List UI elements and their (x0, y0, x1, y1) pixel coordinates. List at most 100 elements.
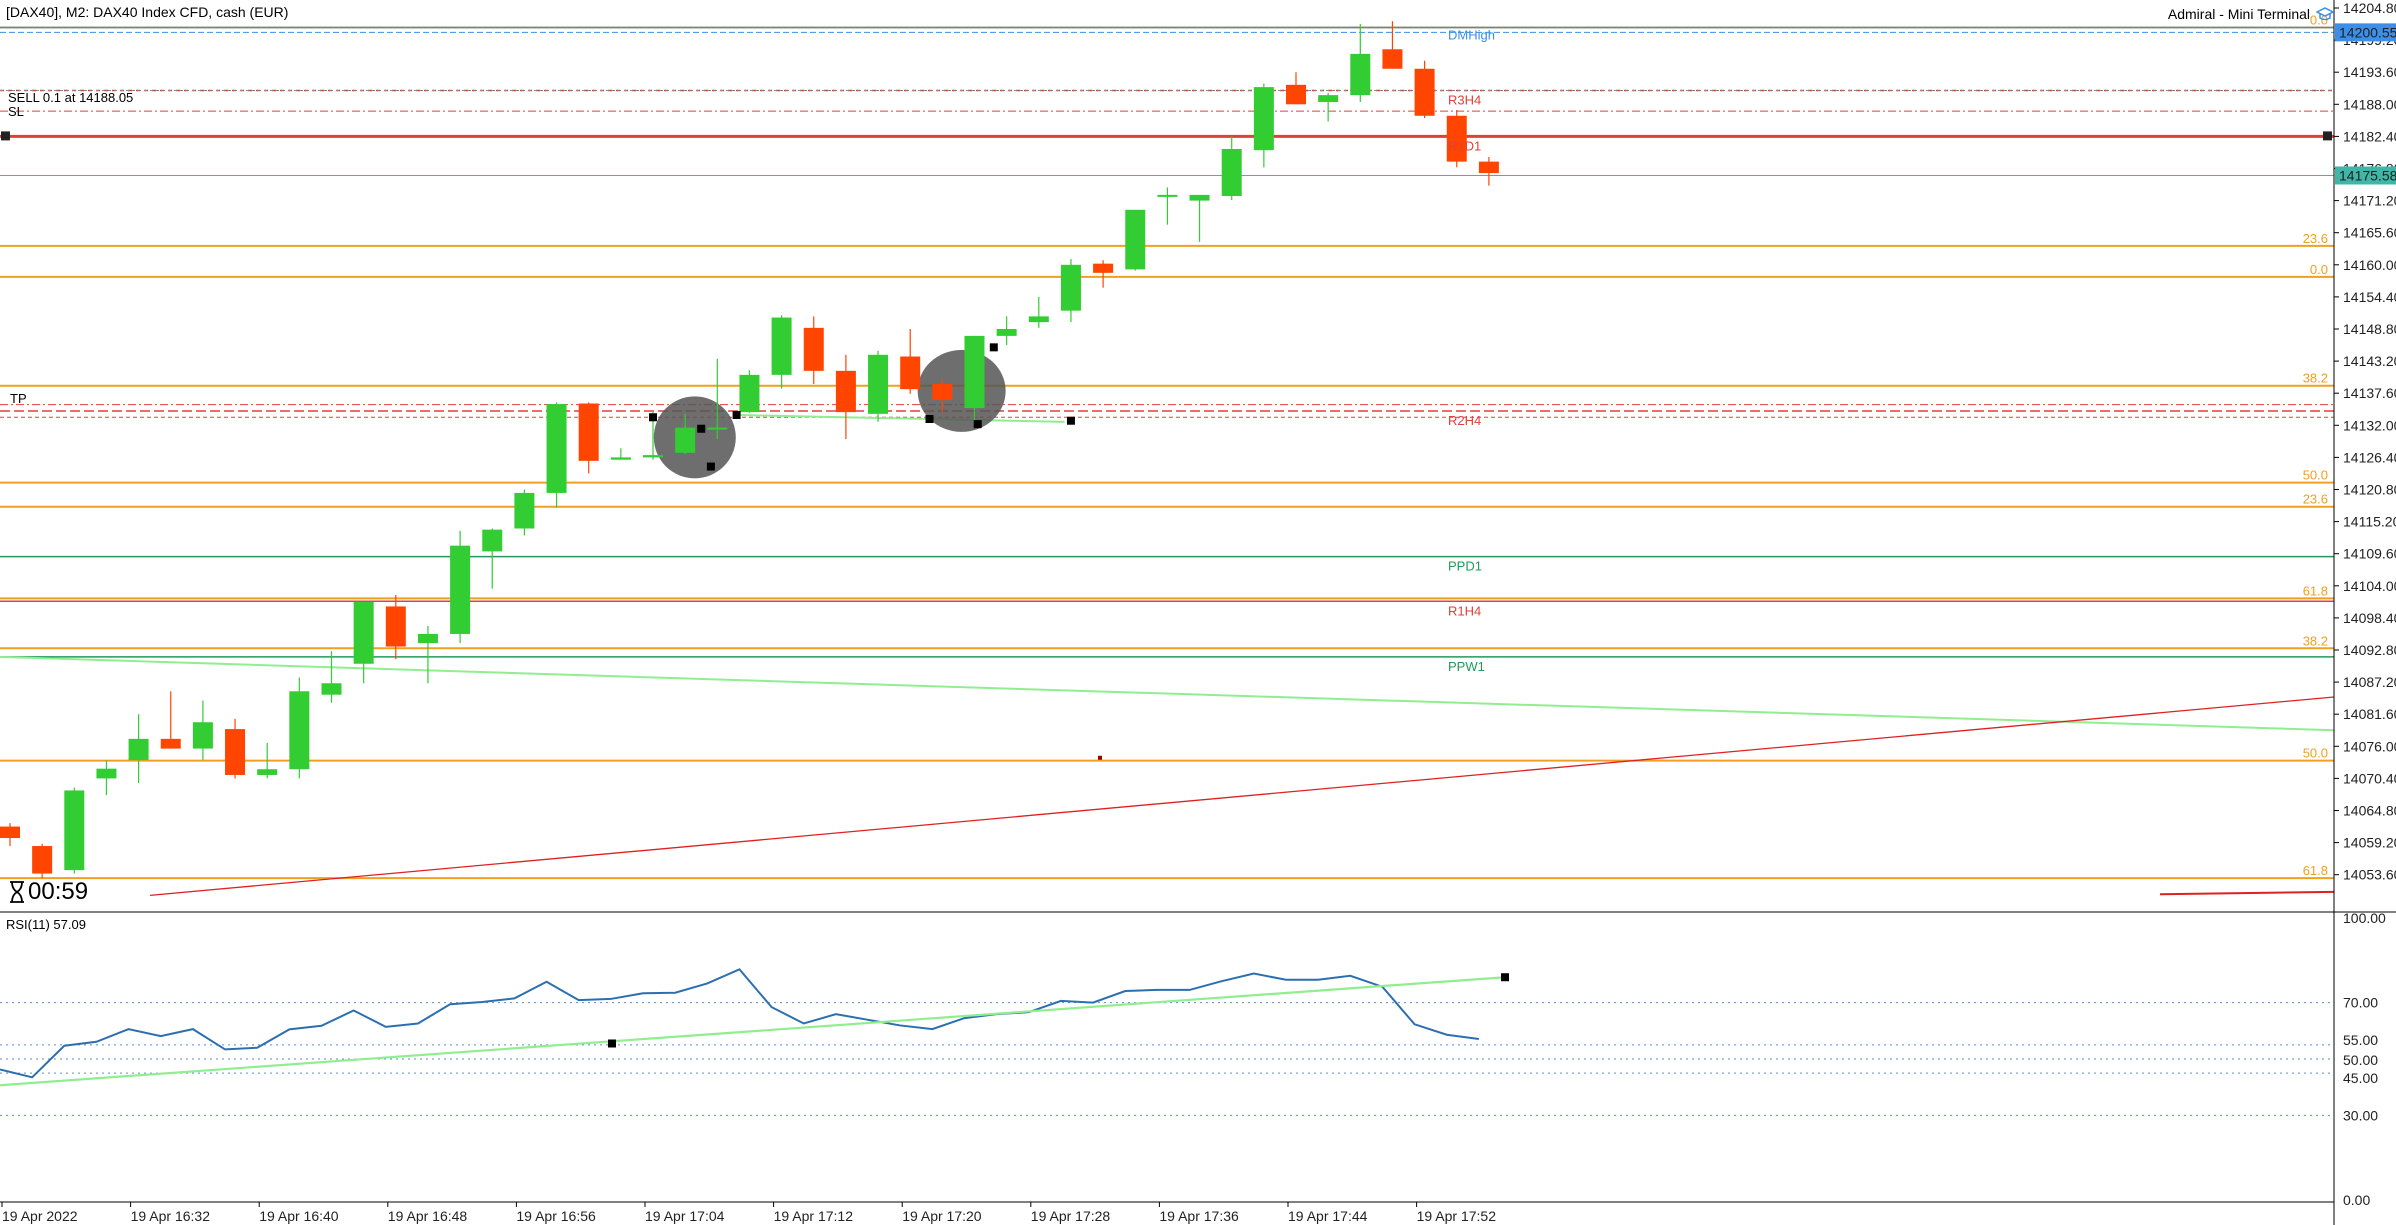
candle[interactable] (900, 329, 921, 394)
candle[interactable] (353, 601, 374, 684)
candle[interactable] (1221, 136, 1242, 201)
bar-countdown: 00:59 (8, 878, 88, 906)
candle[interactable] (1060, 259, 1081, 323)
rsi-axis[interactable]: 100.00 70.00 55.00 50.00 45.00 30.00 0.00 (2343, 910, 2386, 1208)
rsi-tick-label: 45.00 (2343, 1070, 2378, 1086)
candle[interactable] (450, 530, 471, 644)
candle[interactable] (1414, 60, 1435, 119)
anchor-points[interactable] (1, 131, 2332, 471)
pivot-level-label: PPD1 (1448, 559, 1482, 574)
candle[interactable] (1189, 194, 1210, 242)
candle[interactable] (417, 625, 438, 684)
candle[interactable] (289, 677, 310, 779)
take-profit-text[interactable]: TP (10, 391, 27, 406)
anchor-point[interactable] (706, 462, 715, 471)
mini-terminal-button[interactable]: Admiral - Mini Terminal (2168, 6, 2334, 22)
candle[interactable] (932, 379, 953, 413)
time-axis[interactable]: 19 Apr 2022 19 Apr 16:32 19 Apr 16:40 19 Ap… (1, 1202, 1496, 1224)
candle[interactable] (610, 448, 631, 460)
pivot-level-label: R1D1 (1448, 138, 1481, 153)
candle[interactable] (739, 370, 760, 413)
candlesticks[interactable] (0, 21, 1499, 879)
candle[interactable] (675, 413, 696, 454)
candle[interactable] (192, 700, 213, 761)
order-line-handle-left[interactable] (1, 131, 10, 141)
candle-body (64, 790, 85, 871)
anchor-point[interactable] (649, 413, 657, 422)
candle[interactable] (707, 358, 728, 440)
price-axis[interactable]: 14204.8014199.2014193.6014188.0014182.40… (2334, 0, 2396, 883)
candle-body (932, 384, 953, 401)
candle[interactable] (835, 354, 856, 440)
candle[interactable] (1446, 110, 1467, 168)
candle[interactable] (1253, 83, 1274, 168)
candle[interactable] (996, 316, 1017, 346)
candle[interactable] (1093, 260, 1114, 288)
anchor-point[interactable] (989, 343, 998, 352)
candle[interactable] (514, 489, 535, 536)
candle[interactable] (964, 335, 985, 422)
anchor-point[interactable] (732, 410, 741, 419)
chart-title: [DAX40], M2: DAX40 Index CFD, cash (EUR) (6, 4, 289, 20)
candle-body (771, 317, 792, 375)
candle[interactable] (578, 402, 599, 474)
candle[interactable] (1478, 157, 1499, 186)
rsi-trendline[interactable] (0, 976, 1506, 1087)
candle[interactable] (1157, 187, 1178, 225)
price-tick-label: 14109.60 (2343, 546, 2396, 562)
candle[interactable] (1028, 296, 1049, 328)
candle[interactable] (868, 350, 889, 422)
rsi-panel[interactable] (0, 0, 2335, 1225)
candle[interactable] (160, 691, 181, 749)
rsi-trendline-anchor[interactable] (608, 1039, 616, 1048)
candle-body (128, 738, 149, 761)
candle[interactable] (128, 714, 149, 783)
rsi-line[interactable] (0, 968, 1480, 1079)
candle[interactable] (482, 528, 503, 589)
level-labels: 0.0 23.6 0.0 38.2 50.0 23.6 61.8 38.2 50.0 61.8 DM… (1448, 12, 2328, 878)
candle[interactable] (1318, 92, 1339, 122)
candle[interactable] (1125, 209, 1146, 271)
candle-body (964, 335, 985, 409)
price-tick-label: 14132.00 (2343, 417, 2396, 433)
candle[interactable] (64, 787, 85, 874)
candle-body (1382, 49, 1403, 69)
candle[interactable] (771, 315, 792, 389)
candle[interactable] (321, 651, 342, 703)
candle[interactable] (0, 823, 20, 847)
trendline-short[interactable] (736, 413, 1065, 423)
order-line-handle-right[interactable] (2323, 131, 2332, 141)
candle-body (1125, 209, 1146, 270)
candle-body (225, 729, 246, 775)
candle[interactable] (96, 760, 117, 796)
candle[interactable] (385, 594, 406, 660)
anchor-point[interactable] (925, 414, 934, 423)
candle[interactable] (257, 742, 278, 779)
candle-body (1189, 194, 1210, 201)
candle-body (385, 606, 406, 647)
candle[interactable] (1382, 21, 1403, 69)
order-label[interactable]: SELL 0.1 at 14188.05 SL (8, 91, 133, 119)
anchor-point[interactable] (1066, 416, 1075, 425)
rsi-trendline-anchor[interactable] (1501, 973, 1509, 982)
candle-body (353, 601, 374, 664)
candle[interactable] (546, 402, 567, 508)
bid-price-badge-bg (2335, 166, 2396, 185)
anchor-point[interactable] (697, 424, 706, 433)
trendline-red[interactable] (149, 696, 2335, 896)
candle-body (257, 769, 278, 775)
chart-background (0, 0, 2334, 1225)
anchor-point[interactable] (973, 420, 982, 429)
candle[interactable] (1286, 72, 1306, 105)
trendline-green[interactable] (0, 655, 2335, 732)
fib-level-label: 38.2 (2303, 371, 2328, 386)
price-tick-label: 14059.20 (2343, 835, 2396, 851)
candle[interactable] (803, 316, 824, 385)
candle[interactable] (32, 843, 53, 879)
candle[interactable] (1350, 24, 1371, 103)
candle[interactable] (225, 718, 246, 779)
candle-body (643, 455, 663, 458)
candle-body (1157, 194, 1178, 197)
trendlines[interactable] (0, 413, 2335, 896)
